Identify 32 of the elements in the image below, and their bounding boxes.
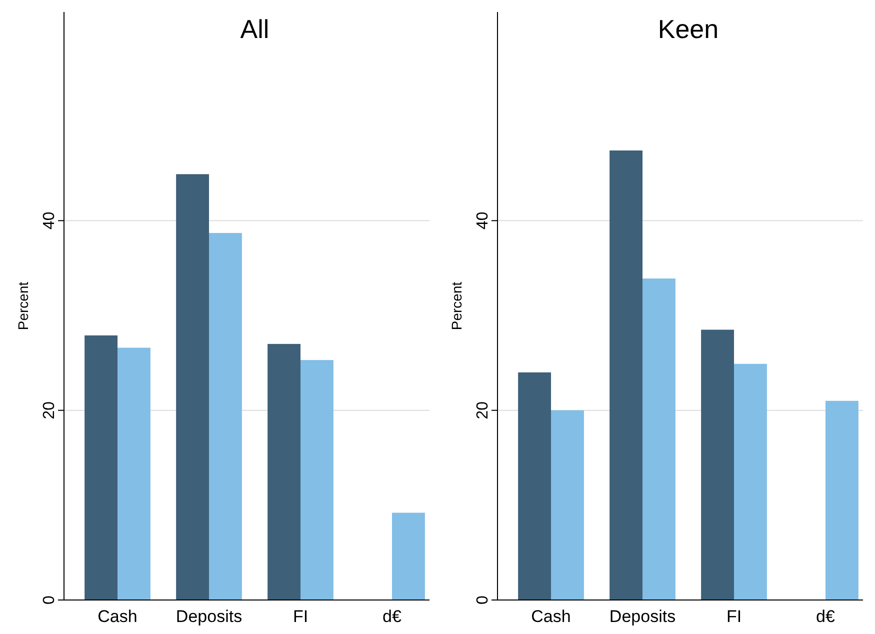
y-tick-label: 40 (41, 212, 58, 230)
bar (118, 348, 150, 600)
bar (209, 232, 242, 600)
y-tick-label: 20 (41, 401, 58, 420)
x-tick-label: Deposits (176, 607, 242, 626)
x-tick-label: FI (292, 607, 308, 626)
bar (642, 278, 676, 600)
bar (518, 372, 552, 600)
bar (610, 150, 643, 600)
y-tick-label: 0 (474, 595, 492, 604)
bar (701, 330, 734, 600)
x-tick-label: d€ (382, 607, 402, 626)
y-tick-label: 40 (474, 212, 492, 230)
y-axis-title: Percent (15, 282, 31, 330)
x-tick-label: Cash (531, 607, 571, 626)
x-tick-label: Cash (98, 607, 138, 626)
chart-title: Keen (658, 14, 719, 44)
bar (825, 400, 858, 600)
chart-title: All (240, 14, 270, 44)
bar (84, 335, 118, 600)
y-tick-label: 0 (41, 595, 58, 604)
bar (734, 364, 767, 600)
y-tick-label: 20 (474, 401, 492, 420)
y-axis-title: Percent (448, 282, 464, 330)
x-tick-label: FI (726, 607, 742, 626)
x-tick-label: d€ (816, 607, 836, 626)
x-tick-label: Deposits (609, 607, 676, 626)
bar (392, 512, 425, 600)
bar (176, 174, 210, 600)
bar (551, 410, 584, 600)
bar (300, 360, 334, 600)
bar (268, 344, 300, 600)
